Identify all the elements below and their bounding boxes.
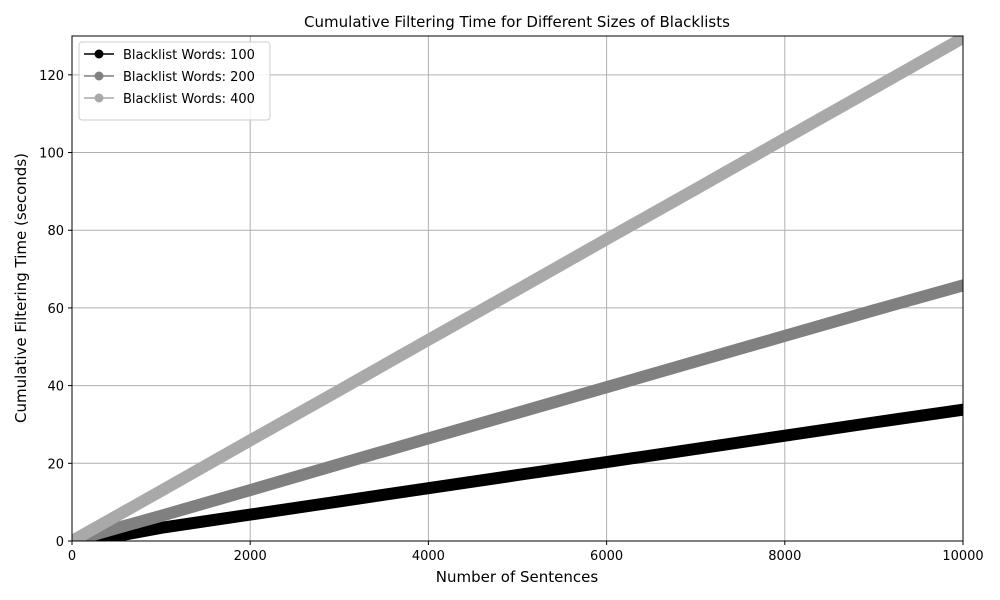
chart-title: Cumulative Filtering Time for Different …	[304, 13, 730, 31]
legend-marker	[94, 93, 104, 103]
legend-label: Blacklist Words: 100	[123, 48, 255, 63]
x-axis-title: Number of Sentences	[436, 568, 599, 586]
series-line-2	[72, 279, 963, 541]
series-line-1	[83, 403, 963, 541]
x-tick-label: 0	[68, 549, 76, 564]
legend-marker	[94, 49, 104, 59]
series-group	[72, 36, 963, 541]
series-layer	[72, 36, 963, 541]
legend-label: Blacklist Words: 400	[123, 92, 255, 107]
y-tick-label: 120	[39, 69, 64, 84]
y-tick-label: 100	[39, 147, 64, 162]
legend-marker	[94, 71, 104, 81]
ticks: 0 2000 4000 6000 8000 10000 0 20 40 60 80 100 120	[39, 69, 984, 564]
legend-label: Blacklist Words: 200	[123, 70, 255, 85]
y-tick-label: 80	[47, 224, 64, 239]
x-tick-label: 8000	[768, 549, 801, 564]
y-axis-title: Cumulative Filtering Time (seconds)	[12, 153, 30, 423]
y-tick-label: 60	[47, 302, 64, 317]
legend-box	[78, 41, 271, 121]
plot-frame	[71, 35, 964, 542]
x-tick-label: 10000	[942, 549, 983, 564]
y-tick-label: 20	[47, 457, 64, 472]
x-tick-label: 6000	[590, 549, 623, 564]
x-tick-label: 4000	[412, 549, 445, 564]
series-line-3	[72, 36, 963, 541]
y-tick-label: 40	[47, 380, 64, 395]
legend: Blacklist Words: 100 Blacklist Words: 200…	[78, 41, 271, 121]
x-tick-label: 2000	[234, 549, 267, 564]
y-tick-label: 0	[56, 535, 64, 550]
